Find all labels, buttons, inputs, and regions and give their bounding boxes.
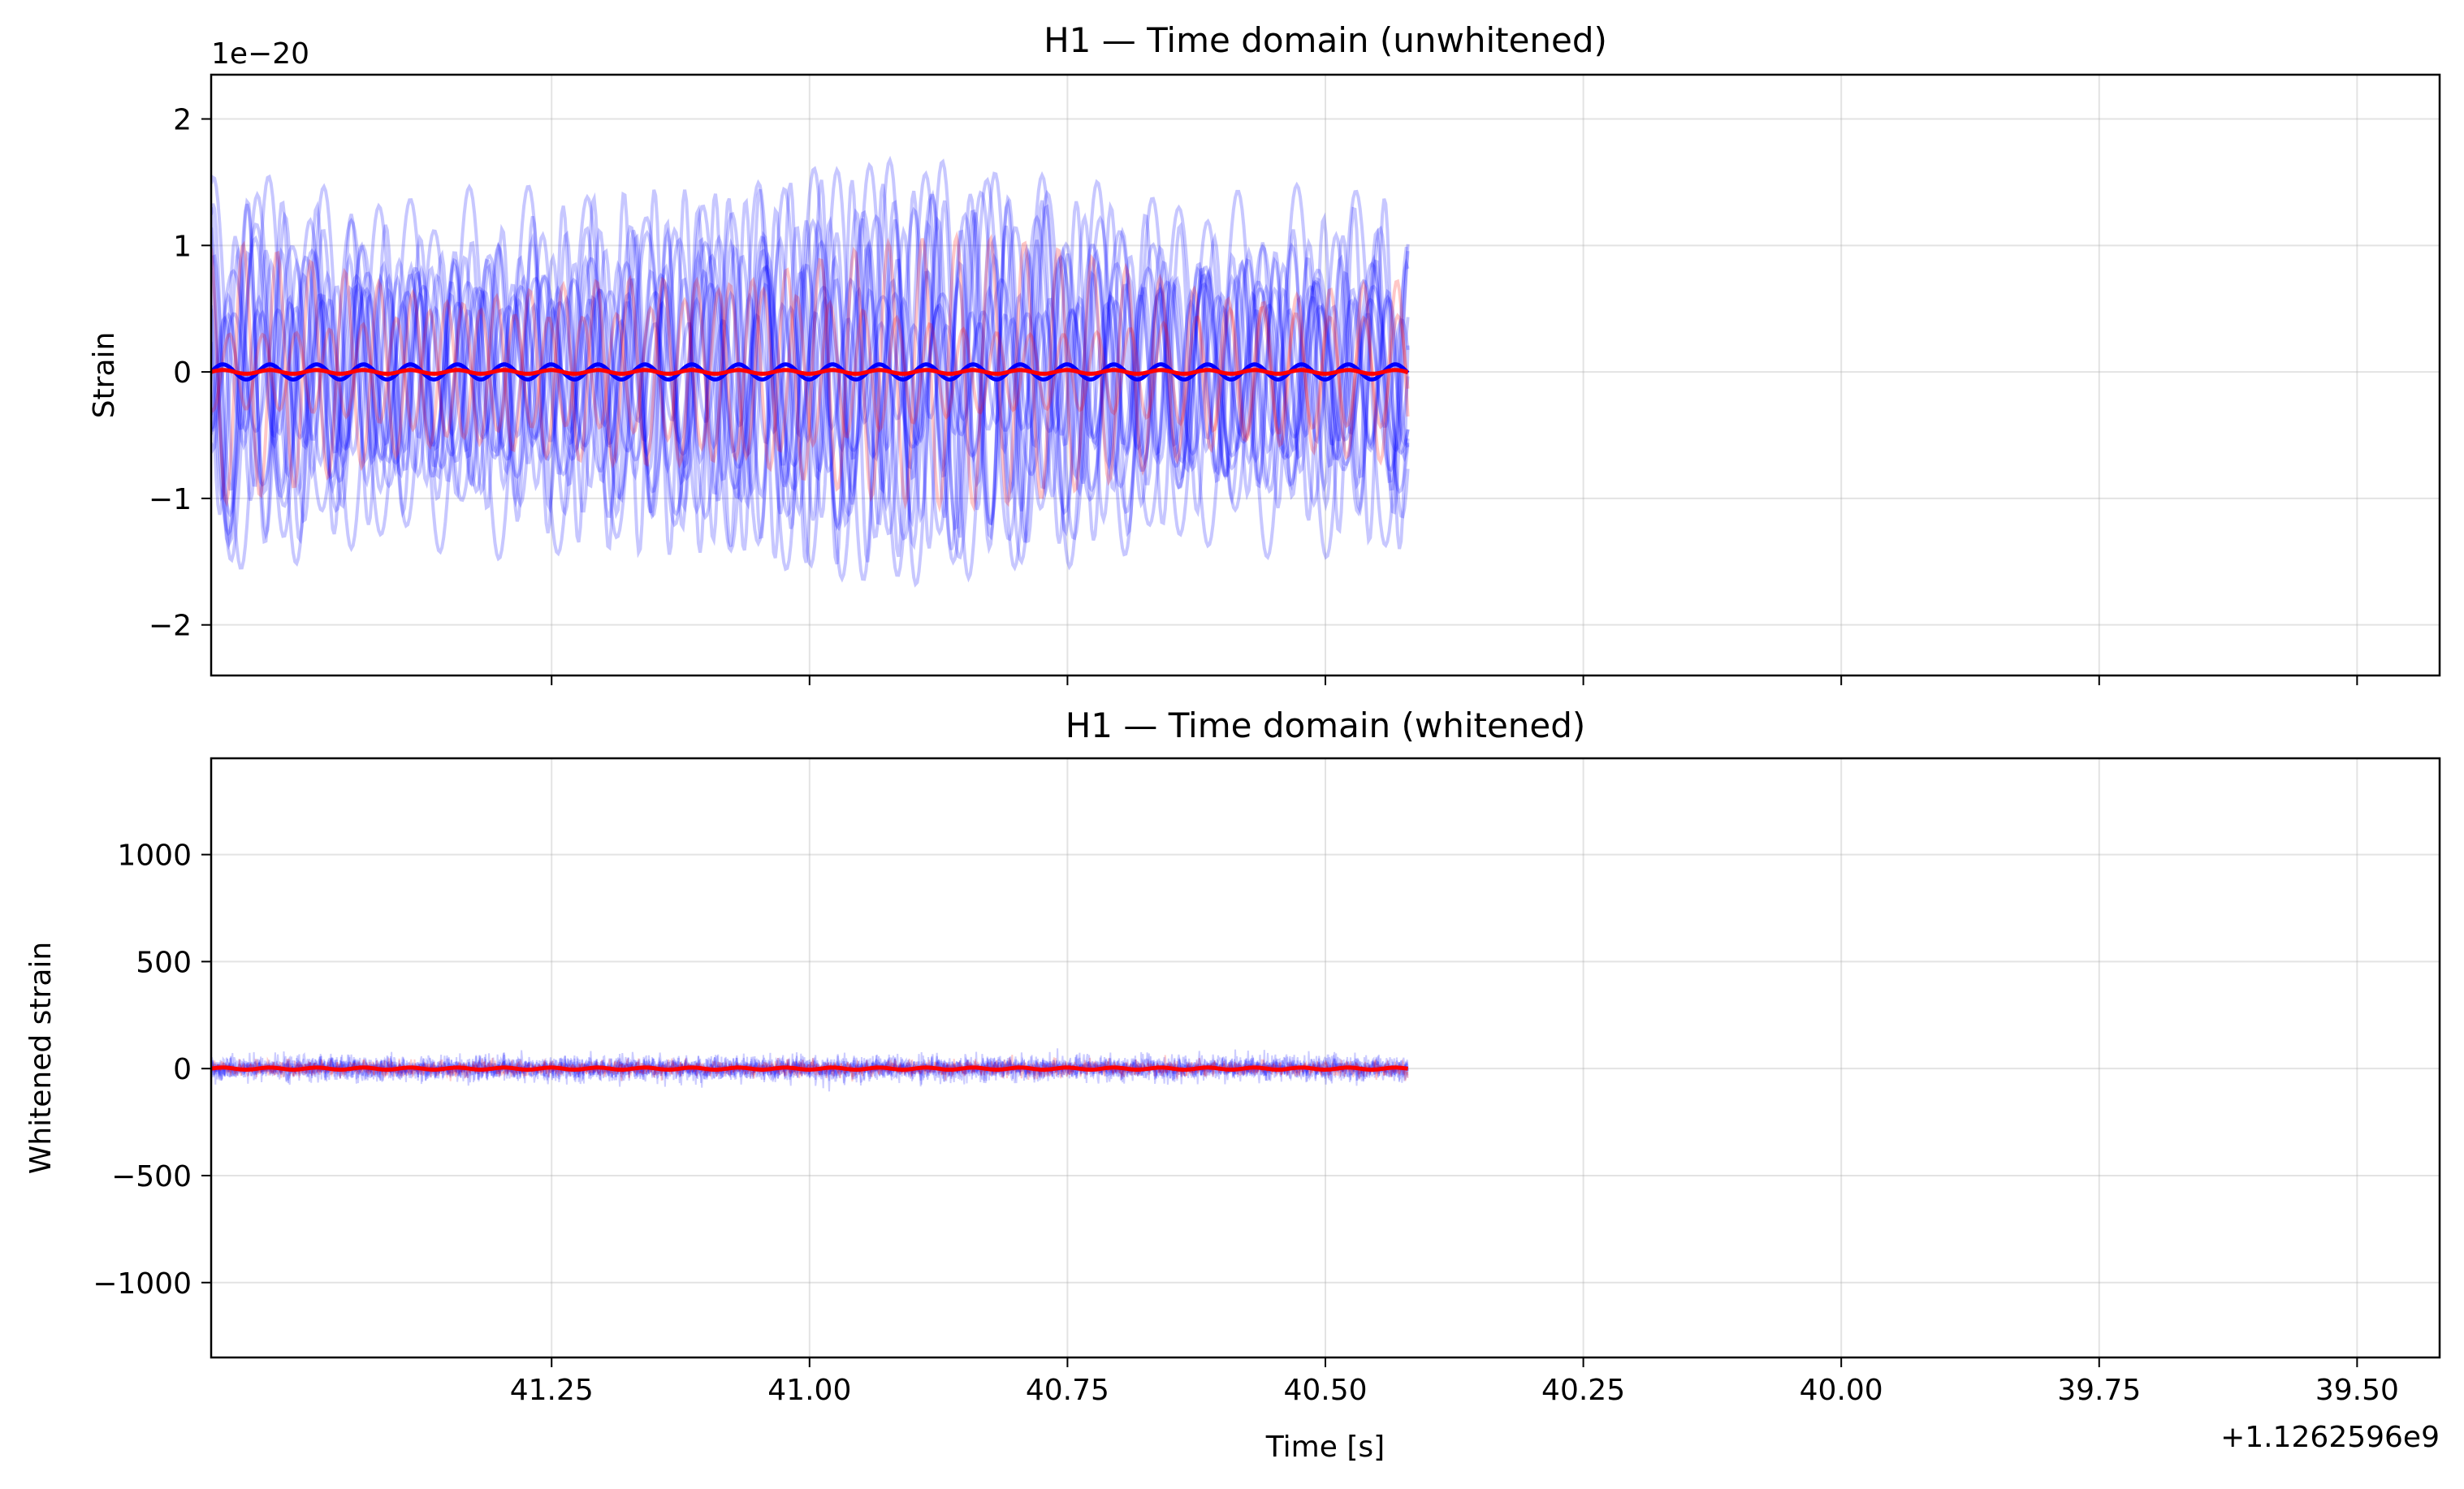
bottom-x-axis-label: Time [s] bbox=[1265, 1431, 1385, 1464]
x-tick-label: 41.00 bbox=[767, 1374, 851, 1407]
series-line bbox=[211, 362, 1410, 382]
y-tick-label: −2 bbox=[149, 610, 192, 643]
bottom-axes: H1 — Time domain (whitened) Whitened str… bbox=[24, 706, 2441, 1464]
bottom-y-axis-label: Whitened strain bbox=[24, 942, 58, 1175]
top-y-scale-label: 1e−20 bbox=[211, 37, 309, 71]
x-tick-label: 40.50 bbox=[1283, 1374, 1367, 1407]
plot-area bbox=[211, 155, 1410, 588]
series-line bbox=[211, 245, 1410, 498]
y-tick-label: 2 bbox=[173, 104, 192, 137]
bottom-x-offset-label: +1.1262596e9 bbox=[2220, 1421, 2440, 1454]
series-line bbox=[211, 197, 1410, 548]
y-tick-label: 500 bbox=[136, 946, 192, 979]
y-tick-label: 0 bbox=[173, 1053, 192, 1086]
series-line bbox=[211, 179, 1408, 565]
series-line bbox=[211, 1050, 1409, 1092]
series-line bbox=[211, 274, 1410, 469]
y-tick-label: 0 bbox=[173, 356, 192, 390]
series-line bbox=[211, 227, 1410, 520]
x-tick-label: 40.75 bbox=[1026, 1374, 1109, 1407]
series-line bbox=[211, 155, 1410, 588]
y-tick-label: −1000 bbox=[93, 1267, 192, 1301]
top-y-axis-label: Strain bbox=[88, 332, 121, 419]
series-line bbox=[211, 1055, 1409, 1082]
series-line bbox=[211, 189, 1410, 559]
y-tick-label: −1 bbox=[149, 483, 192, 516]
series-line bbox=[211, 206, 1410, 537]
series-line bbox=[211, 252, 1410, 493]
series-line bbox=[211, 1050, 1409, 1085]
top-axes: H1 — Time domain (unwhitened) 1e−20 Stra… bbox=[88, 20, 2441, 685]
series-line bbox=[211, 1055, 1409, 1081]
x-tick-label: 41.25 bbox=[510, 1374, 594, 1407]
series-line bbox=[211, 181, 1410, 562]
x-tick-label: 40.00 bbox=[1800, 1374, 1883, 1407]
series-line bbox=[211, 189, 1410, 555]
plot-area bbox=[211, 1048, 1409, 1092]
x-tick-label: 40.25 bbox=[1541, 1374, 1625, 1407]
y-tick-label: −500 bbox=[111, 1160, 192, 1193]
y-tick-label: 1000 bbox=[117, 839, 192, 873]
series-line bbox=[211, 1065, 1408, 1072]
x-tick-label: 39.50 bbox=[2315, 1374, 2399, 1407]
y-tick-label: 1 bbox=[173, 230, 192, 263]
series-line bbox=[211, 170, 1410, 572]
top-axes-title: H1 — Time domain (unwhitened) bbox=[1044, 20, 1607, 60]
x-tick-label: 39.75 bbox=[2057, 1374, 2141, 1407]
series-line bbox=[211, 368, 1409, 376]
series-line bbox=[211, 224, 1410, 520]
series-line bbox=[211, 231, 1410, 513]
bottom-axes-title: H1 — Time domain (whitened) bbox=[1066, 706, 1586, 745]
